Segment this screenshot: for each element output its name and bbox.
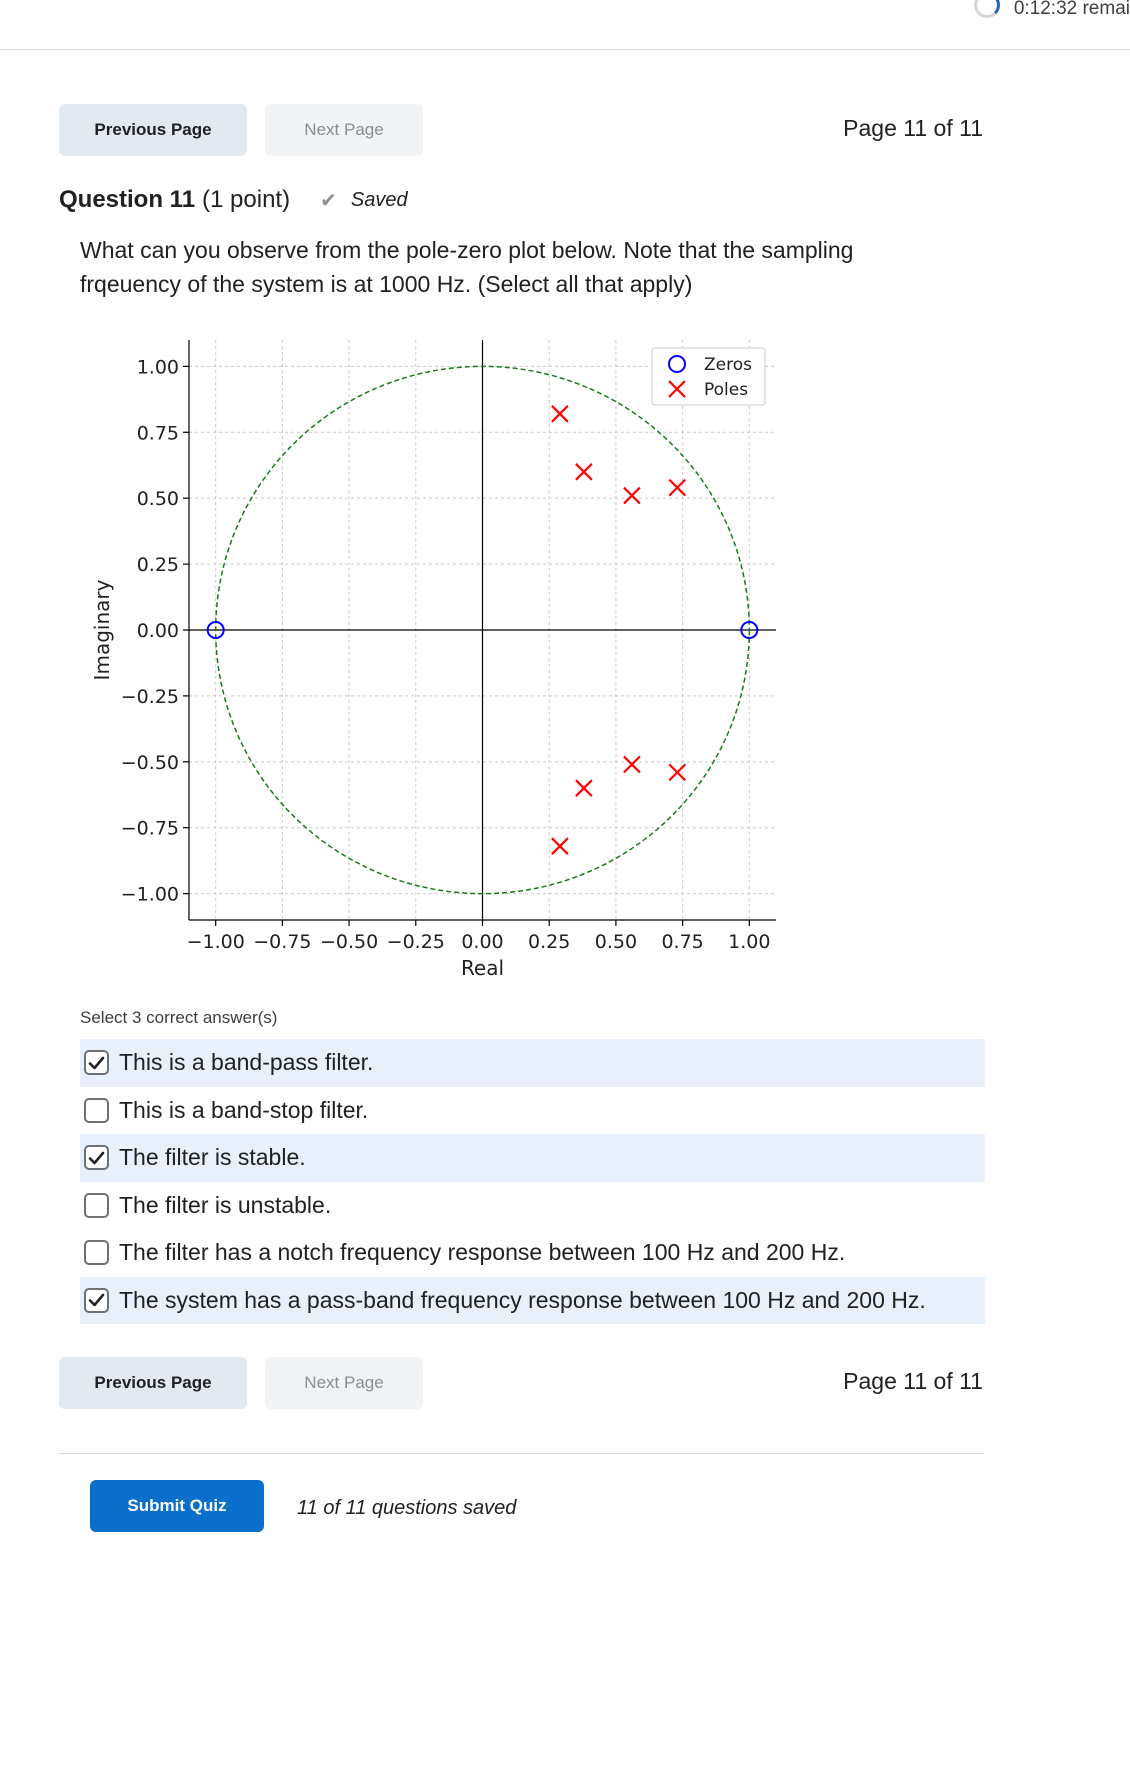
x-axis-label: Real xyxy=(461,956,504,980)
x-tick-label: 0.50 xyxy=(595,931,637,953)
pole-marker xyxy=(575,779,593,797)
pole-marker xyxy=(551,405,569,423)
top-bar: 0:12:32 remai xyxy=(0,0,1130,50)
y-tick-label: −0.25 xyxy=(121,686,179,708)
pole-marker xyxy=(551,837,569,855)
answer-list: This is a band-pass filter. This is a ban… xyxy=(80,1039,985,1324)
answer-text: This is a band-pass filter. xyxy=(119,1049,374,1076)
answer-text: The filter has a notch frequency respons… xyxy=(119,1239,846,1266)
legend-pole-marker xyxy=(668,380,686,398)
previous-page-button[interactable]: Previous Page xyxy=(59,104,247,156)
y-tick-label: 1.00 xyxy=(137,356,179,378)
question-title: Question 11 xyxy=(59,186,196,213)
answer-text: This is a band-stop filter. xyxy=(119,1096,369,1123)
y-tick-label: −0.75 xyxy=(121,818,179,840)
checkbox-checked[interactable] xyxy=(84,1287,109,1313)
zero-marker xyxy=(740,621,759,639)
question-points: (1 point) xyxy=(202,186,291,213)
x-tick-label: 1.00 xyxy=(728,931,770,953)
page-indicator: Page 11 of 11 xyxy=(843,115,983,141)
answer-text: The filter is stable. xyxy=(119,1144,306,1171)
zero-marker xyxy=(206,621,225,639)
y-tick-label: 0.50 xyxy=(137,488,179,510)
divider xyxy=(59,1453,984,1454)
page-indicator-bottom: Page 11 of 11 xyxy=(843,1368,983,1394)
pole-marker xyxy=(575,463,593,481)
x-tick-label: −0.75 xyxy=(253,931,311,953)
answer-option[interactable]: This is a band-pass filter. xyxy=(80,1039,985,1087)
y-tick-label: 0.75 xyxy=(137,422,179,444)
legend-poles-label: Poles xyxy=(704,380,748,400)
timer: 0:12:32 remai xyxy=(973,0,1130,19)
previous-page-button-bottom[interactable]: Previous Page xyxy=(59,1357,247,1409)
pole-marker xyxy=(623,486,641,505)
y-tick-label: −1.00 xyxy=(121,884,179,906)
check-icon xyxy=(88,1056,105,1070)
answer-option[interactable]: The system has a pass-band frequency res… xyxy=(80,1276,985,1324)
saved-status: Saved xyxy=(350,188,408,211)
next-page-button-bottom[interactable]: Next Page xyxy=(265,1357,423,1409)
answer-text: The filter is unstable. xyxy=(119,1191,332,1218)
y-tick-label: 0.25 xyxy=(137,554,179,576)
question-header: Question 11 (1 point) ✔ Saved xyxy=(59,186,408,214)
x-tick-label: −0.50 xyxy=(320,931,378,953)
checkbox-checked[interactable] xyxy=(84,1050,109,1076)
pole-marker xyxy=(668,763,687,782)
next-page-button[interactable]: Next Page xyxy=(265,104,423,156)
submit-quiz-button[interactable]: Submit Quiz xyxy=(90,1480,264,1532)
y-tick-label: −0.50 xyxy=(121,752,179,774)
unit-circle xyxy=(214,365,751,895)
pole-zero-plot: −1.00 −0.75 −0.50 −0.25 0.00 0.25 0.50 0.75 1.00… xyxy=(90,340,776,980)
saved-count-text: 11 of 11 questions saved xyxy=(297,1497,517,1519)
check-icon xyxy=(88,1293,105,1307)
timer-progress-icon xyxy=(973,0,1000,18)
answer-option[interactable]: The filter has a notch frequency respons… xyxy=(80,1229,985,1277)
pole-marker xyxy=(623,755,641,774)
timer-text: 0:12:32 remai xyxy=(1013,0,1130,19)
checkbox[interactable] xyxy=(84,1097,109,1123)
legend-zeros-label: Zeros xyxy=(704,355,752,375)
question-text: What can you observe from the pole-zero … xyxy=(80,237,854,297)
y-tick-label: 0.00 xyxy=(137,620,179,642)
x-tick-label: 0.00 xyxy=(461,931,503,953)
legend-zero-marker xyxy=(668,355,686,373)
y-axis-label: Imaginary xyxy=(90,579,114,680)
answer-option[interactable]: The filter is stable. xyxy=(80,1134,985,1182)
checkbox[interactable] xyxy=(84,1240,109,1266)
top-page-nav: Previous Page Next Page Page 11 of 11 xyxy=(59,104,983,156)
x-tick-label: −0.25 xyxy=(387,931,445,953)
x-tick-label: 0.75 xyxy=(661,931,703,953)
checkmark-icon: ✔ xyxy=(320,189,337,212)
select-instruction: Select 3 correct answer(s) xyxy=(80,1008,278,1027)
pole-marker xyxy=(668,478,687,497)
answer-option[interactable]: The filter is unstable. xyxy=(80,1182,985,1230)
bottom-page-nav: Previous Page Next Page Page 11 of 11 xyxy=(59,1357,983,1409)
x-tick-label: 0.25 xyxy=(528,931,570,953)
x-tick-label: −1.00 xyxy=(187,931,245,953)
checkbox-checked[interactable] xyxy=(84,1145,109,1171)
answer-option[interactable]: This is a band-stop filter. xyxy=(80,1087,985,1135)
check-icon xyxy=(88,1151,105,1165)
answer-text: The system has a pass-band frequency res… xyxy=(119,1286,926,1313)
checkbox[interactable] xyxy=(84,1192,109,1218)
